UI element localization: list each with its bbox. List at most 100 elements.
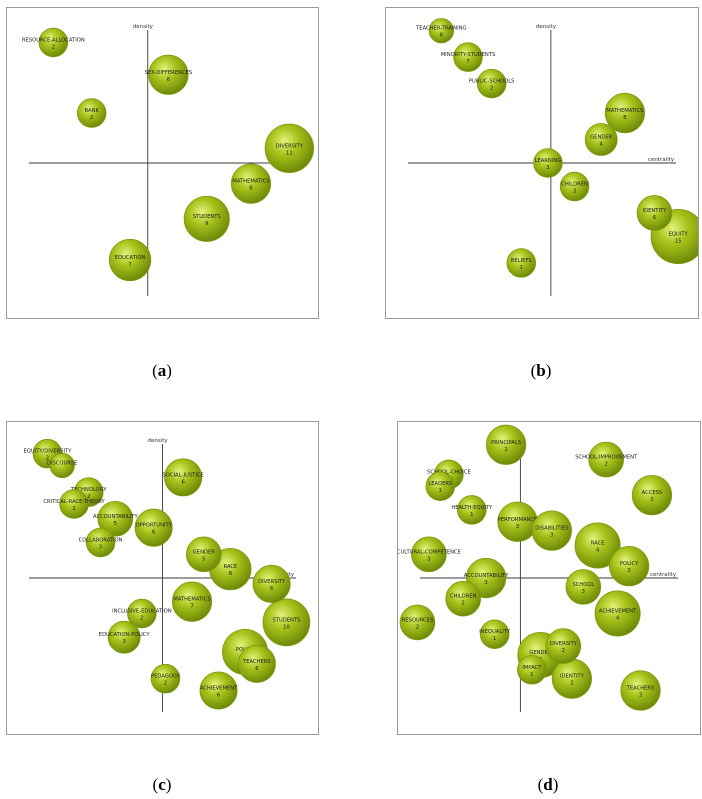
x-axis-label: centrality <box>648 157 675 163</box>
bubble-value: 2 <box>46 456 49 462</box>
bubble-label: LEARNING <box>535 158 562 164</box>
bubble-chart-d: densitycentralityRACE4ACHIEVEMENT4GENDER… <box>398 424 678 712</box>
bubble-value: 1 <box>470 512 473 518</box>
bubble-value: 2 <box>90 115 93 121</box>
bubble-value: 2 <box>416 624 419 630</box>
caption-b: (b) <box>530 361 552 380</box>
bubble-label: POLICY <box>620 561 639 567</box>
bubble-label: ACHIEVEMENT <box>200 685 238 691</box>
bubble-value: 3 <box>550 533 553 539</box>
bubble-circle <box>252 564 291 603</box>
bubble-value: 6 <box>249 186 252 192</box>
bubble-circle <box>148 54 189 95</box>
bubble-circle <box>631 474 673 516</box>
bubble-label: CHILDREN <box>450 594 477 600</box>
bubble-label: RACE <box>223 564 237 570</box>
bubble-chart-a: densitycentralityDIVERSITY11STUDENTS9EDU… <box>22 24 314 296</box>
bubble-value: 7 <box>466 59 469 65</box>
bubble-label: SCHOOL-CHOICE <box>427 469 471 475</box>
bubble-label: HEALTH-EQUITY <box>451 505 493 511</box>
bubble-value: 6 <box>167 77 170 83</box>
bubble-label: ACCOUNTABILITY <box>93 514 138 520</box>
bubble-label: MATHEMATICS <box>606 108 643 114</box>
bubble-label: MINORITY-STUDENTS <box>441 52 496 58</box>
bubble-label: EDUCATION-POLICY <box>99 632 151 638</box>
bubble-label: CULTURAL-COMPETENCE <box>398 549 461 555</box>
bubble-label: DISCOURSE <box>47 461 78 467</box>
bubble-label: SOCIAL-JUSTICE <box>163 472 204 478</box>
bubble-value: 6 <box>255 666 258 672</box>
bubble-label: EQUITY <box>669 232 689 238</box>
bubble-circle <box>485 424 527 465</box>
bubble-value: 6 <box>181 479 184 485</box>
panel-b: density centrality EQUITY 15 MATHEMATICS 8 IDE… <box>385 7 699 319</box>
bubble-value: 1 <box>520 265 523 271</box>
bubble-value: 3 <box>546 165 549 171</box>
bubble-label: TEACHERS <box>242 659 271 665</box>
bubble-circle <box>127 598 157 629</box>
bubble-value: 2 <box>164 681 167 687</box>
caption-a: (a) <box>152 361 172 380</box>
bubble-circle <box>97 501 134 537</box>
bubble-circle <box>445 580 481 617</box>
bubble-value: 3 <box>582 589 585 595</box>
bubble-circle <box>531 510 572 551</box>
bubble-label: LEADERS <box>428 481 452 487</box>
bubble-circle <box>262 598 311 647</box>
bubble-label: RACE <box>591 540 605 546</box>
bubble-value: 2 <box>72 506 75 512</box>
bubble-circle <box>150 663 181 694</box>
y-axis-label: density <box>133 24 154 30</box>
bubble-value: 5 <box>202 556 205 562</box>
bubble-value: 6 <box>653 215 656 221</box>
bubble-value: 4 <box>600 141 604 147</box>
bubble-label: EQUITY/DIVERSITY <box>24 449 73 455</box>
bubble-value: 2 <box>462 601 465 607</box>
bubble-label: CHILDREN <box>561 182 588 188</box>
bubble-label: GENDER <box>590 134 612 140</box>
bubble-label: TEACHERS <box>626 685 655 691</box>
bubble-circle <box>107 620 141 654</box>
bubble-value: 1 <box>530 672 533 678</box>
bubble-value: 4 <box>616 616 620 622</box>
bubble-circle <box>59 489 89 519</box>
bubble-circle <box>38 27 69 58</box>
bubble-label: INCLUSIVE-EDUCATION <box>112 609 172 615</box>
bubble-circle <box>237 644 276 683</box>
bubble-label: RESOURCES <box>402 617 434 623</box>
bubble-value: 6 <box>270 586 273 592</box>
bubble-value: 8 <box>623 115 626 121</box>
bubble-label: ACHIEVEMENT <box>599 609 637 615</box>
bubble-circle <box>411 536 447 573</box>
bubble-label: GENDER <box>529 650 551 656</box>
bubble-label: TEACHER-TRAINING <box>415 26 466 32</box>
bubble-circle <box>517 655 547 685</box>
bubble-value: 2 <box>605 462 608 468</box>
bubble-circle <box>183 195 230 242</box>
bubble-value: 2 <box>52 44 55 50</box>
bubble-circle <box>164 458 203 497</box>
bubble-value: 2 <box>140 616 143 622</box>
bubble-circle <box>545 628 582 664</box>
